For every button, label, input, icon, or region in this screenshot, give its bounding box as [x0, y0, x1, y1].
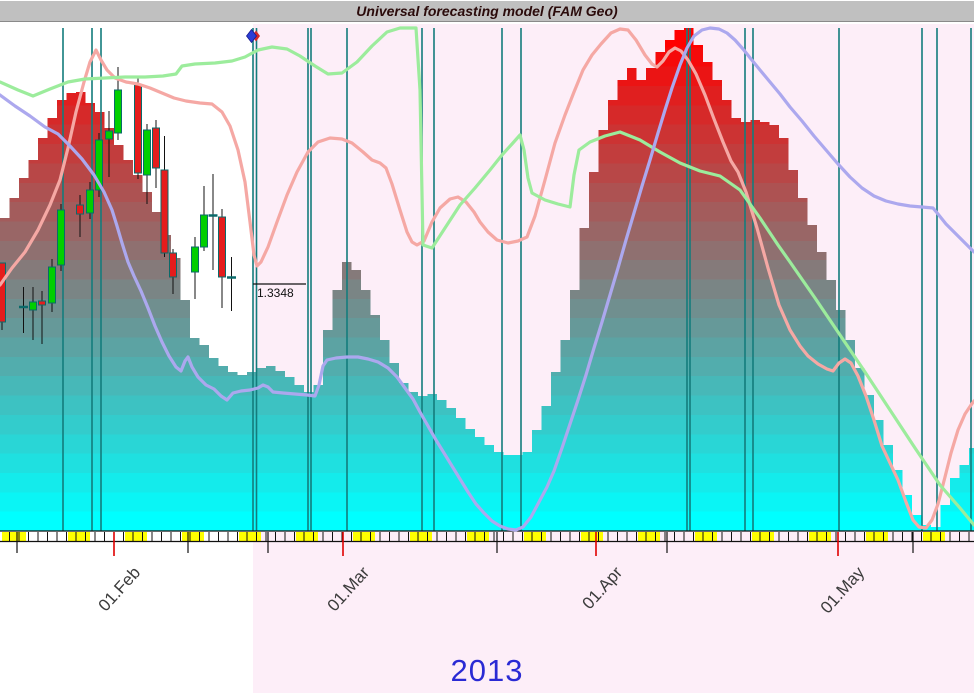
weekend-cell: [353, 532, 375, 542]
year-label: 2013: [450, 653, 524, 688]
indicator-curve-purple: [0, 26, 974, 532]
red-candle: [76, 204, 84, 215]
weekend-cell: [296, 532, 318, 542]
weekend-cell: [752, 532, 774, 542]
green-candle: [95, 139, 103, 191]
green-candle: [114, 89, 122, 134]
indicator-curve-pink: [0, 27, 974, 530]
weekend-cell: [581, 532, 603, 542]
green-candle: [86, 189, 94, 214]
red-candle: [169, 252, 177, 278]
green-candle: [48, 266, 56, 304]
weekend-cell: [410, 532, 432, 542]
pink-indicator-line: [0, 27, 974, 530]
weekend-cell: [638, 532, 660, 542]
diamond-marker-blue: [245, 28, 258, 44]
forecast-start-marker[interactable]: [245, 28, 261, 44]
weekend-cell: [809, 532, 831, 542]
green-candle: [200, 214, 208, 248]
green-candle: [29, 301, 37, 311]
date-axis: [0, 530, 974, 556]
weekend-cell: [239, 532, 261, 542]
weekend-cell: [467, 532, 489, 542]
green-candle: [105, 130, 113, 140]
green-indicator-line: [0, 26, 974, 527]
red-candle: [152, 127, 160, 169]
window-title-bar: Universal forecasting model (FAM Geo): [0, 0, 974, 22]
green-candle: [191, 246, 199, 273]
weekend-cell: [182, 532, 204, 542]
price-level-label: 1.3348: [257, 286, 294, 300]
weekend-cell: [524, 532, 546, 542]
histogram-forecast-series: [0, 28, 974, 531]
histogram-path: [0, 28, 974, 531]
purple-indicator-line: [0, 26, 974, 532]
window-title: Universal forecasting model (FAM Geo): [356, 3, 618, 19]
red-candle: [0, 262, 6, 323]
weekend-cell: [866, 532, 888, 542]
weekend-cell: [68, 532, 90, 542]
green-candle: [143, 129, 151, 176]
red-candle: [134, 84, 142, 174]
red-candle: [160, 169, 169, 254]
event-vlines: [62, 28, 972, 531]
candlestick-series: [0, 67, 236, 344]
weekend-cell: [125, 532, 147, 542]
weekend-cell: [695, 532, 717, 542]
green-candle: [57, 209, 65, 266]
red-candle: [38, 300, 46, 306]
weekend-cell: [923, 532, 945, 542]
red-candle: [218, 216, 226, 278]
weekend-cell: [2, 532, 26, 542]
indicator-curve-green: [0, 26, 974, 527]
